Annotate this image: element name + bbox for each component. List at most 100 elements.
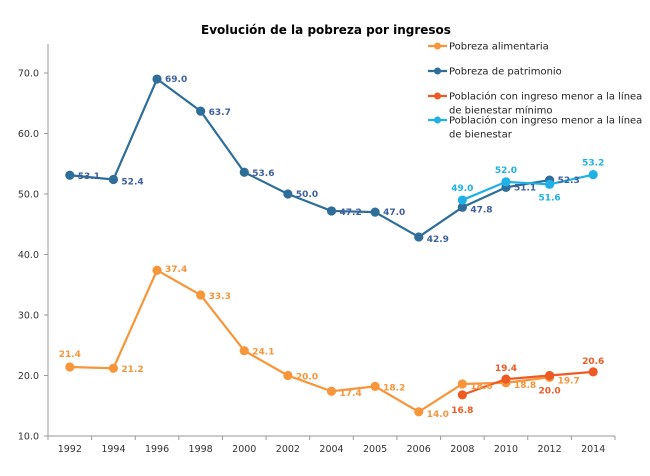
data-label: 20.0 [538,387,560,397]
data-point [239,167,249,177]
data-label: 21.4 [59,350,81,360]
data-point [501,374,511,384]
data-label: 51.1 [514,183,536,193]
data-label: 20.6 [582,357,604,367]
data-label: 53.6 [252,169,274,179]
data-point [196,290,206,300]
series-group [65,74,598,417]
x-tick-label: 2004 [319,444,343,455]
x-tick-label: 2005 [363,444,387,455]
data-point [108,174,119,185]
data-label: 24.1 [252,348,274,358]
data-point [65,170,75,180]
data-point [588,170,598,180]
data-point [152,265,162,275]
data-label: 52.0 [495,166,517,176]
data-point [457,195,467,205]
data-label: 19.7 [558,376,580,386]
legend: Pobreza alimentaria Pobreza de patrimonio… [428,42,642,141]
x-tick-label: 1998 [189,444,213,455]
x-tick-label: 2010 [494,444,518,455]
x-tick-label: 2012 [537,444,561,455]
data-point [239,346,249,356]
legend-marker [434,116,441,124]
data-label: 17.4 [340,389,362,399]
data-label: 52.4 [121,177,143,187]
legend-marker [434,42,441,50]
data-label: 52.3 [558,176,580,186]
data-point [501,177,511,187]
data-label: 21.2 [121,365,143,375]
data-label: 33.3 [209,292,231,302]
x-tick-label: 1992 [58,444,82,455]
data-label: 18.6 [470,382,492,392]
legend-item-label: de bienestar mínimo [449,105,553,117]
x-tick-label: 2002 [276,444,300,455]
legend-marker [434,92,441,100]
legend-item-label: Pobreza alimentaria [449,42,549,53]
series-line [461,173,594,202]
data-point [414,232,424,242]
data-point [152,74,162,84]
data-label: 18.8 [514,381,536,391]
x-tick-label: 1994 [101,444,125,455]
data-label: 47.2 [340,208,362,218]
y-tick-label: 30.0 [18,311,39,322]
legend-item-label: Población con ingreso menor a la línea [449,115,642,127]
data-point [457,379,467,389]
data-label: 47.0 [383,208,405,218]
data-label: 53.1 [78,172,100,182]
legend-item-label: Pobreza de patrimonio [449,67,562,78]
data-label: 14.0 [427,410,449,420]
series-line [69,77,550,239]
data-label: 51.6 [538,193,560,203]
axes: 10.0 20.0 30.0 40.0 50.0 60.0 70.0 1992 1994 1996… [18,44,616,455]
y-tick-label: 70.0 [18,69,39,80]
x-tick-label: 1996 [145,444,169,455]
y-tick-label: 60.0 [18,129,39,140]
data-point [588,367,598,377]
y-tick-label: 10.0 [18,432,39,443]
data-point [65,362,75,372]
data-point [370,207,380,217]
data-label: 20.0 [296,373,318,383]
legend-item-label: de bienestar [449,130,513,141]
data-label: 42.9 [427,235,449,245]
data-point [283,370,293,381]
data-point [326,386,337,396]
data-point [370,381,380,391]
series-line [461,370,594,396]
data-point [544,179,555,189]
data-label: 53.2 [582,159,604,169]
data-point [544,370,555,381]
x-tick-label: 2000 [232,444,256,455]
data-point [196,106,206,116]
x-tick-label: 2008 [450,444,474,455]
data-label: 37.4 [165,265,187,275]
data-point [457,202,467,212]
data-point [108,363,119,373]
y-tick-label: 20.0 [18,371,39,382]
chart-title: Evolución de la pobreza por ingresos [201,23,451,37]
data-point [457,390,467,400]
y-tick-label: 40.0 [18,250,39,261]
data-point [283,189,293,199]
data-point [414,407,424,417]
data-labels: 21.4 21.2 37.4 33.3 24.1 20.0 17.4 18.2 14.0 18.6… [59,75,605,420]
data-point [326,206,337,216]
y-tick-label: 50.0 [18,190,39,201]
legend-item-label: Población con ingreso menor a la línea [449,91,642,103]
data-label: 50.0 [296,190,318,200]
x-tick-label: 2006 [407,444,431,455]
series-line [69,269,550,413]
x-tick-label: 2014 [581,444,605,455]
data-label: 18.2 [383,383,405,393]
data-label: 63.7 [209,108,231,118]
data-label: 47.8 [470,205,492,215]
data-label: 49.0 [451,184,473,194]
data-label: 16.8 [451,406,473,416]
data-label: 69.0 [165,75,187,85]
legend-marker [434,67,441,75]
data-label: 19.4 [495,364,517,374]
